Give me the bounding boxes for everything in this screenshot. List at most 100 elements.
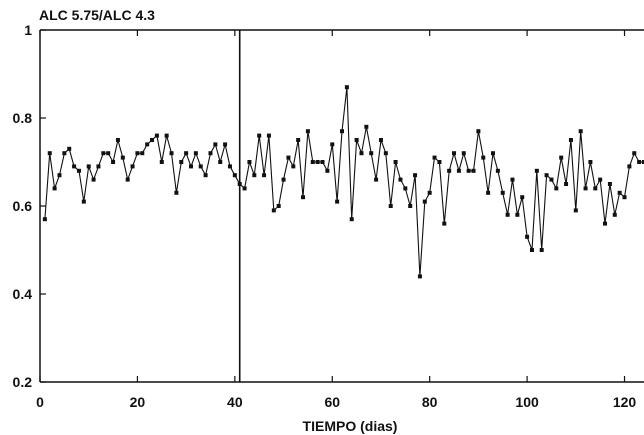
data-point [642,160,644,164]
data-point [203,173,208,178]
data-point [218,160,223,164]
data-point [603,221,608,226]
data-point [359,151,364,156]
data-point [413,173,418,178]
data-point [534,168,539,173]
data-point [554,186,559,191]
data-point [515,212,520,217]
data-point [627,164,632,169]
y-tick-label: 0.2 [13,374,33,390]
data-point [145,142,150,147]
data-point [130,164,135,169]
data-point [242,186,247,191]
data-point [62,151,67,156]
y-axis: 0.2 0.4 0.6 0.8 1 [13,22,46,390]
data-point [81,199,86,204]
data-point [310,160,315,164]
data-point [120,155,125,160]
data-point [276,204,281,208]
data-point [612,212,617,217]
data-point [198,164,203,169]
x-axis: 0 20 40 60 80 100 120 [36,30,636,410]
data-point [559,155,564,160]
data-point [354,138,359,142]
data-point [573,208,578,213]
data-point [76,168,81,173]
x-tick-label: 40 [227,394,243,410]
data-point [193,151,198,156]
data-point [427,190,432,195]
data-point [383,151,388,156]
data-point [325,168,330,173]
data-point [266,133,271,138]
data-point [320,160,325,164]
data-point [52,186,57,191]
data-point [539,248,544,252]
data-point [408,204,413,208]
data-point [632,151,637,156]
data-point [476,129,481,134]
data-point [291,164,296,169]
data-point [549,177,554,182]
data-point [213,142,218,147]
data-point [159,160,164,164]
data-point [164,133,169,138]
data-point [335,199,340,204]
data-point [237,182,242,186]
y-tick-label: 1 [24,22,32,38]
data-point [57,173,62,178]
data-point [544,173,549,178]
data-point [140,151,145,156]
data-point [500,190,505,195]
data-point [111,160,116,164]
data-point [525,234,530,239]
data-point [223,142,228,147]
data-point [340,129,344,134]
data-point [91,177,96,182]
data-point [598,177,603,182]
data-point [227,164,232,169]
y-tick-label: 0.6 [13,198,33,214]
data-point [398,177,403,182]
data-point [135,151,140,156]
data-point [456,168,461,173]
data-point [47,151,52,156]
data-point [510,177,515,182]
data-point [86,164,91,169]
data-point [403,186,408,191]
data-point [271,208,276,213]
data-point [67,146,72,151]
data-point [179,160,184,164]
data-point [101,151,106,156]
data-point [252,173,257,178]
data-point [232,173,237,178]
data-point [617,190,622,195]
data-point [184,151,189,156]
x-tick-label: 0 [36,394,44,410]
x-tick-label: 120 [613,394,637,410]
data-point [481,155,486,160]
data-point [622,195,627,200]
data-point [505,212,510,217]
data-point [349,217,354,222]
data-point [461,151,466,156]
data-point [437,160,442,164]
data-point [150,138,155,142]
data-point [583,186,588,191]
data-point [344,85,349,90]
data-point [447,168,452,173]
x-tick-label: 80 [422,394,438,410]
data-point [42,217,47,222]
data-point [364,124,369,129]
data-point [486,190,491,195]
data-point [315,160,320,164]
data-point [369,151,374,156]
data-point [208,151,213,156]
x-tick-label: 100 [515,394,539,410]
data-point [189,164,193,169]
data-point [174,190,179,195]
data-point [378,138,383,142]
data-point [578,129,583,134]
data-point [593,186,598,191]
